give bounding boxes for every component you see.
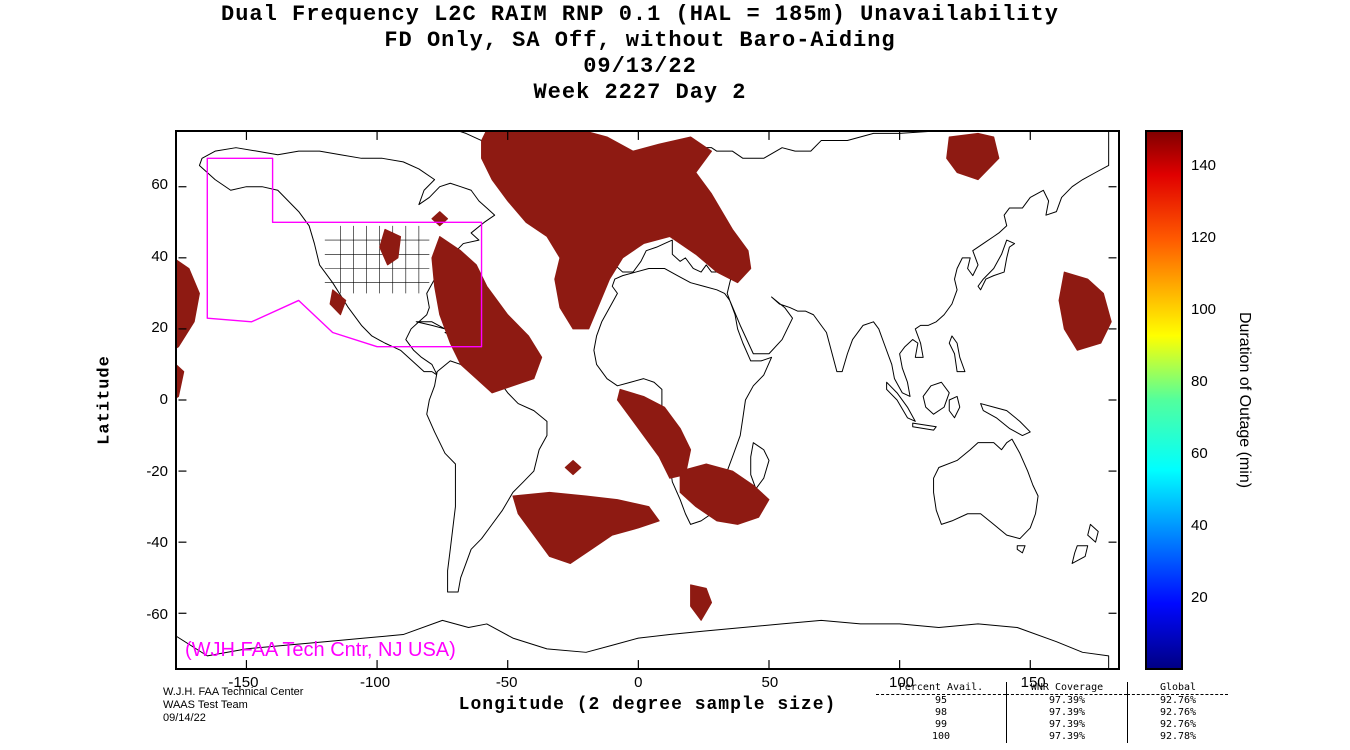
coastline-new_guinea — [980, 403, 1031, 437]
stats-cell: 95 — [934, 695, 948, 706]
outage-region-southern-africa-mozambique — [679, 463, 770, 525]
outage-region-central-us — [379, 228, 402, 266]
waas-service-boundary — [206, 157, 483, 348]
colorbar-label: Duration of Outage (min) — [1236, 311, 1253, 489]
stats-cell: 97.39% — [1006, 731, 1127, 743]
x-tick-label: 150 — [1020, 674, 1046, 691]
stats-row: 95 97.39% 92.76% — [876, 695, 1228, 707]
colorbar-tick-labels: 20 40 60 80 100 120 140 — [1191, 130, 1235, 670]
outage-region-northeast-siberia — [946, 132, 1000, 181]
stats-cell: 100 — [931, 731, 951, 742]
stats-cell: 92.78% — [1127, 731, 1228, 743]
coastline-antarctica — [177, 619, 1110, 668]
outage-region-east-pacific-equatorial — [177, 364, 185, 399]
stats-cell: 92.76% — [1127, 707, 1228, 719]
coastline-java — [912, 422, 937, 431]
outage-region-south-atlantic-spot — [564, 459, 582, 476]
coastline-new_zealand_north — [1087, 523, 1099, 543]
title-line-1: Dual Frequency L2C RAIM RNP 0.1 (HAL = 1… — [221, 2, 1059, 27]
credit-line-2: WAAS Test Team — [163, 699, 248, 711]
stats-header-global: Global — [1127, 682, 1228, 695]
stats-cell: 97.39% — [1006, 695, 1127, 707]
title-line-3: 09/13/22 — [583, 54, 697, 79]
outage-region-south-of-africa — [690, 584, 713, 621]
x-tick-labels: -150 -100 -50 0 50 100 150 — [175, 674, 1120, 694]
colorbar-tick-label: 140 — [1191, 157, 1217, 174]
x-tick-label: -150 — [228, 674, 259, 691]
stats-cell: 98 — [934, 707, 948, 718]
colorbar-tick-label: 120 — [1191, 229, 1217, 246]
y-tick-label: 60 — [151, 176, 168, 194]
coastline-eurasia — [614, 132, 1110, 397]
credit-line-3: 09/14/22 — [163, 712, 206, 724]
coastline-madagascar — [750, 442, 770, 490]
stats-header-percent-avail: Percent Avail. — [876, 682, 1006, 695]
title-block: Dual Frequency L2C RAIM RNP 0.1 (HAL = 1… — [150, 2, 1130, 106]
stats-cell: 99 — [934, 719, 948, 730]
coastline-cuba — [415, 321, 446, 330]
y-tick-label: -60 — [146, 605, 168, 623]
colorbar-tick-label: 40 — [1191, 517, 1208, 534]
coastline-australia — [933, 438, 1039, 540]
outage-region-east-pacific-north — [177, 259, 200, 349]
coastline-japan — [977, 239, 1016, 291]
outage-region-west-atlantic-caribbean — [431, 236, 543, 394]
coastline-sulawesi — [948, 395, 961, 419]
colorbar-tick-label: 20 — [1191, 589, 1208, 606]
coastline-south_america — [426, 360, 548, 593]
title-line-4: Week 2227 Day 2 — [533, 80, 747, 105]
coastline-north_america — [198, 147, 496, 376]
coastline-philippines — [948, 335, 966, 373]
x-tick-label: -50 — [495, 674, 518, 691]
x-tick-label: 50 — [761, 674, 779, 691]
colorbar — [1145, 130, 1183, 670]
y-tick-label: 40 — [151, 247, 168, 265]
outage-region-west-pacific-edge — [1058, 271, 1112, 351]
world-map-svg — [177, 132, 1117, 668]
coastline-new_zealand_south — [1071, 545, 1089, 564]
plot-area: (WJH FAA Tech Cntr, NJ USA) — [175, 130, 1120, 670]
title-line-2: FD Only, SA Off, without Baro-Aiding — [384, 28, 896, 53]
x-tick-label: -100 — [360, 674, 391, 691]
x-tick-label: 0 — [634, 674, 643, 691]
stats-cell: 97.39% — [1006, 707, 1127, 719]
map-credit-annotation: (WJH FAA Tech Cntr, NJ USA) — [185, 639, 456, 661]
colorbar-tick-label: 60 — [1191, 445, 1208, 462]
coastline-tasmania — [1016, 545, 1026, 554]
outage-region-baja-spot — [329, 289, 347, 316]
stats-header-wnr-coverage: WNR Coverage — [1006, 682, 1127, 695]
coastline-sumatra — [886, 381, 916, 422]
outage-region-gulf-of-guinea-angola — [616, 388, 692, 479]
y-tick-label: -20 — [146, 462, 168, 480]
colorbar-tick-label: 80 — [1191, 373, 1208, 390]
stats-header-row: Percent Avail. WNR Coverage Global — [876, 682, 1228, 695]
stats-cell: 92.76% — [1127, 719, 1228, 731]
stats-row: 100 97.39% 92.78% — [876, 731, 1228, 743]
x-axis-label: Longitude (2 degree sample size) — [458, 695, 837, 715]
colorbar-tick-label: 100 — [1191, 301, 1217, 318]
x-tick-label: 100 — [889, 674, 915, 691]
outage-region-north-atlantic-greenland — [481, 132, 752, 330]
y-tick-labels: -60 -40 -20 0 20 40 60 — [110, 130, 168, 670]
outage-region-south-atlantic — [512, 491, 660, 564]
stats-cell: 92.76% — [1127, 695, 1228, 707]
stats-row: 98 97.39% 92.76% — [876, 707, 1228, 719]
y-tick-label: 0 — [159, 391, 168, 408]
coastline-borneo — [922, 381, 950, 415]
y-tick-label: 20 — [151, 319, 168, 337]
credit-block: W.J.H. FAA Technical Center WAAS Test Te… — [163, 686, 303, 725]
stats-cell: 97.39% — [1006, 719, 1127, 731]
y-tick-label: -40 — [146, 534, 168, 552]
stats-row: 99 97.39% 92.76% — [876, 719, 1228, 731]
credit-line-1: W.J.H. FAA Technical Center — [163, 686, 304, 698]
stats-table: Percent Avail. WNR Coverage Global 95 97… — [876, 682, 1228, 743]
